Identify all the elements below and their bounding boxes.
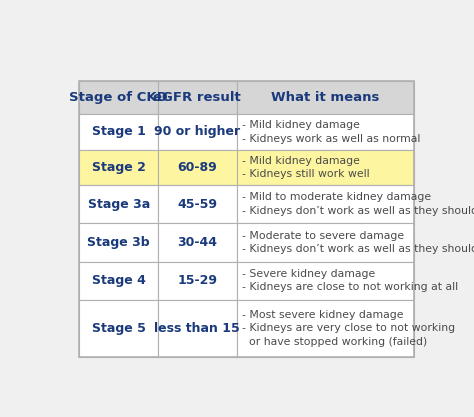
Text: Stage of CKD: Stage of CKD	[69, 91, 168, 104]
Text: eGFR result: eGFR result	[154, 91, 241, 104]
Bar	[237, 150, 414, 185]
Text: 15-29: 15-29	[177, 274, 217, 287]
Bar	[158, 261, 237, 300]
Text: Stage 5: Stage 5	[92, 322, 146, 335]
Text: What it means: What it means	[271, 91, 379, 104]
Bar	[80, 150, 158, 185]
Bar	[80, 80, 158, 114]
Text: Stage 2: Stage 2	[92, 161, 146, 174]
Bar	[80, 261, 158, 300]
Bar	[158, 185, 237, 223]
Bar	[237, 185, 414, 223]
Bar	[80, 114, 158, 150]
Bar	[158, 300, 237, 357]
Text: 60-89: 60-89	[177, 161, 217, 174]
Bar	[80, 223, 158, 261]
Text: - Moderate to severe damage
- Kidneys don’t work as well as they should: - Moderate to severe damage - Kidneys do…	[242, 231, 474, 254]
Bar	[158, 223, 237, 261]
Bar	[237, 300, 414, 357]
Text: - Mild kidney damage
- Kidneys work as well as normal: - Mild kidney damage - Kidneys work as w…	[242, 121, 420, 143]
Text: Stage 4: Stage 4	[92, 274, 146, 287]
Bar	[237, 223, 414, 261]
Bar	[158, 114, 237, 150]
Bar	[80, 300, 158, 357]
Text: - Mild kidney damage
- Kidneys still work well: - Mild kidney damage - Kidneys still wor…	[242, 156, 369, 179]
Text: 45-59: 45-59	[177, 198, 217, 211]
Bar	[237, 261, 414, 300]
Bar	[237, 114, 414, 150]
Text: Stage 1: Stage 1	[92, 126, 146, 138]
Text: 90 or higher: 90 or higher	[154, 126, 240, 138]
Bar	[80, 80, 414, 357]
Text: - Most severe kidney damage
- Kidneys are very close to not working
  or have st: - Most severe kidney damage - Kidneys ar…	[242, 310, 455, 347]
Text: Stage 3a: Stage 3a	[88, 198, 150, 211]
Bar	[237, 80, 414, 114]
Text: - Mild to moderate kidney damage
- Kidneys don’t work as well as they should: - Mild to moderate kidney damage - Kidne…	[242, 192, 474, 216]
Bar	[158, 80, 237, 114]
Bar	[158, 150, 237, 185]
Text: - Severe kidney damage
- Kidneys are close to not working at all: - Severe kidney damage - Kidneys are clo…	[242, 269, 458, 292]
Bar	[80, 185, 158, 223]
Text: Stage 3b: Stage 3b	[87, 236, 150, 249]
Text: 30-44: 30-44	[177, 236, 217, 249]
Text: less than 15: less than 15	[155, 322, 240, 335]
